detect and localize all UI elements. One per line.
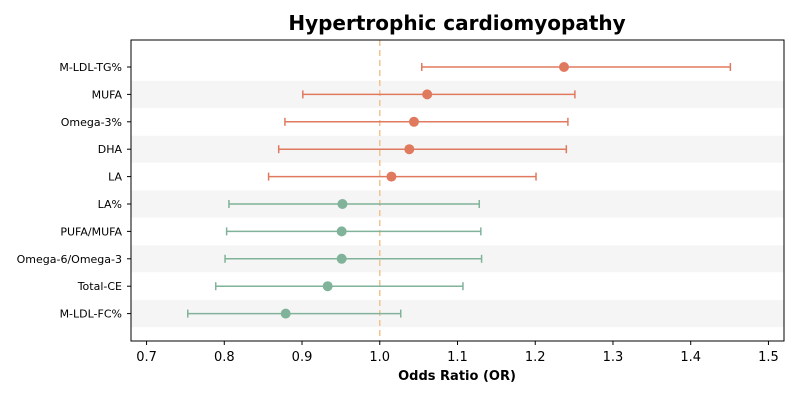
point-estimate xyxy=(386,171,397,182)
y-tick-label: DHA xyxy=(98,143,123,156)
point-estimate xyxy=(559,62,570,72)
x-tick-label: 1.2 xyxy=(525,350,546,365)
y-tick-label: PUFA/MUFA xyxy=(60,225,122,238)
point-estimate xyxy=(337,199,348,209)
point-estimate xyxy=(322,281,333,292)
confidence-intervals xyxy=(186,63,732,318)
point-estimate xyxy=(422,89,433,100)
y-tick-label: Omega-6/Omega-3 xyxy=(17,253,122,266)
y-tick-label: LA xyxy=(108,171,122,184)
y-tick-label: M-LDL-FC% xyxy=(60,308,122,321)
point-estimate xyxy=(336,253,347,264)
x-axis-label: Odds Ratio (OR) xyxy=(398,369,516,384)
y-tick-label: MUFA xyxy=(92,88,123,101)
x-tick-label: 1.1 xyxy=(447,350,468,365)
y-tick-label: LA% xyxy=(98,198,122,211)
y-tick-label: Omega-3% xyxy=(61,116,122,129)
point-estimate xyxy=(336,226,347,237)
x-tick-label: 0.9 xyxy=(292,350,313,365)
x-tick-label: 0.8 xyxy=(214,350,235,365)
x-axis: 0.7 0.8 0.9 1.0 1.1 1.2 1.3 1.4 1.5 xyxy=(136,341,779,365)
x-tick-label: 1.5 xyxy=(758,350,779,365)
x-tick-label: 0.7 xyxy=(136,350,157,365)
x-tick-label: 1.3 xyxy=(603,350,624,365)
y-axis: M-LDL-TG% MUFA Omega-3% DHA LA LA% PUFA/MUFA Om… xyxy=(17,61,131,321)
y-tick-label: M-LDL-TG% xyxy=(59,61,122,74)
x-tick-label: 1.0 xyxy=(369,350,390,365)
chart-title: Hypertrophic cardiomyopathy xyxy=(288,11,625,35)
x-tick-label: 1.4 xyxy=(680,350,701,365)
point-estimate xyxy=(404,144,415,155)
point-estimate xyxy=(408,116,419,127)
point-estimate xyxy=(280,308,291,319)
y-tick-label: Total-CE xyxy=(77,280,122,293)
point-estimates xyxy=(280,62,570,319)
